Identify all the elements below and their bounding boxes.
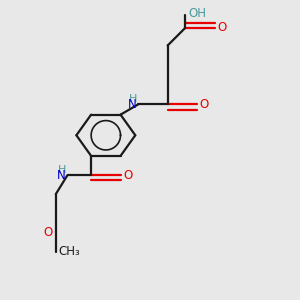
Text: O: O bbox=[217, 21, 226, 34]
Text: CH₃: CH₃ bbox=[59, 245, 80, 258]
Text: N: N bbox=[57, 169, 66, 182]
Text: N: N bbox=[128, 98, 137, 111]
Text: O: O bbox=[44, 226, 53, 239]
Text: O: O bbox=[200, 98, 209, 111]
Text: H: H bbox=[58, 165, 66, 175]
Text: OH: OH bbox=[188, 7, 206, 20]
Text: O: O bbox=[123, 169, 132, 182]
Text: H: H bbox=[128, 94, 137, 104]
